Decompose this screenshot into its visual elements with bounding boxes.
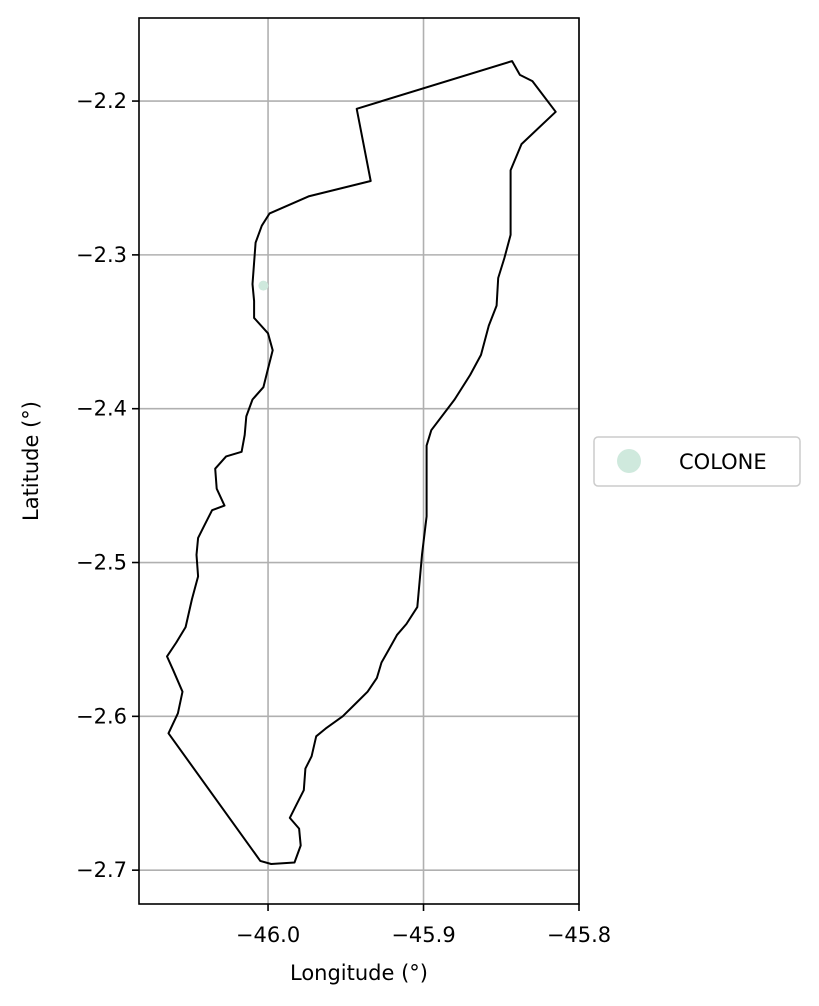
data-points (258, 280, 269, 291)
legend-label-colone: COLONE (679, 450, 767, 474)
x-axis-label: Longitude (°) (290, 961, 428, 985)
x-tick-label: −45.8 (547, 923, 611, 947)
y-tick-label: −2.6 (76, 704, 127, 728)
y-tick-label: −2.7 (76, 858, 127, 882)
y-tick-label: −2.5 (76, 551, 127, 575)
axis-ticks: −46.0 −45.9 −45.8 −2.2 −2.3 −2.4 −2.5 −2.6 −2.7 (76, 89, 611, 947)
point-colone (258, 280, 269, 291)
x-tick-label: −46.0 (236, 923, 300, 947)
plot-frame (138, 17, 580, 905)
y-tick-label: −2.4 (76, 397, 127, 421)
gridlines (139, 18, 580, 904)
y-tick-label: −2.2 (76, 89, 127, 113)
x-tick-label: −45.9 (391, 923, 455, 947)
region-boundary (166, 60, 557, 865)
legend: COLONE (593, 436, 801, 487)
legend-box (593, 436, 801, 487)
legend-marker (617, 449, 641, 473)
y-tick-label: −2.3 (76, 243, 127, 267)
y-axis-label: Latitude (°) (19, 401, 43, 521)
